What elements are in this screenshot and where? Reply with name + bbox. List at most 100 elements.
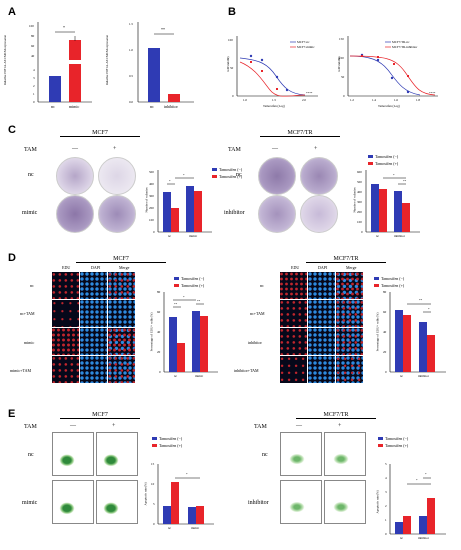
e-right-sig-2: * <box>425 472 427 476</box>
d-left-merge-1 <box>108 272 135 299</box>
e-right-ytick-4: 4 <box>385 476 387 480</box>
d-right-xtick-nc: nc <box>400 374 404 378</box>
c-left-ytick-400: 400 <box>149 182 154 186</box>
d-left-bar-mimic-plus <box>200 316 208 372</box>
a1-tick-0: 0 <box>33 100 35 104</box>
e-left-ytick-15: 15 <box>151 462 155 466</box>
b1-point <box>261 70 263 72</box>
c-right-dish-nc-plus <box>300 157 338 195</box>
a1-tick-4: 4 <box>33 68 35 72</box>
c-left-xtick-nc: nc <box>168 234 172 238</box>
e-right-xtick-inhibitor: inhibitor <box>418 536 429 540</box>
a1-bar-nc <box>49 76 61 102</box>
c-right-dish-nc-minus <box>258 157 296 195</box>
c-right-row-inhibitor: inhibitor <box>224 210 245 216</box>
e-right-row-nc: nc <box>262 452 268 458</box>
e-left-minus: — <box>70 423 76 429</box>
e-left-xtick-nc: nc <box>168 526 172 530</box>
c-left-legend-plus: Tamoxifen (+) <box>219 174 243 179</box>
d-left-sig-1: ** <box>174 302 178 306</box>
e-right-minus: — <box>296 423 302 429</box>
b1-legend-nc: MCF7-nc <box>297 40 310 44</box>
e-left-ytick-0: 0 <box>153 522 155 526</box>
b1-xtick-2: 1.5 <box>272 98 276 102</box>
a2-tick-0: 0.0 <box>129 100 133 104</box>
a2-xtick-inhibitor: inhibitor <box>164 104 178 109</box>
e-right-row-inhibitor: inhibitor <box>248 500 269 506</box>
e-right-flow-nc-minus <box>280 432 322 476</box>
d-right-dapi-1 <box>308 272 335 299</box>
a2-xtick-nc: nc <box>150 104 154 109</box>
d-right-row-nctam: nc+TAM <box>250 311 265 316</box>
d-right-merge-1 <box>336 272 363 299</box>
c-right-ytick-100: 100 <box>357 220 362 224</box>
b2-legend-inhibitor: MCF7/TR-inhibitor <box>392 45 418 49</box>
b1-ytick-100: 100 <box>228 38 233 42</box>
b1-ytick-0: 0 <box>232 94 234 98</box>
d-right-sig-2: * <box>428 307 430 311</box>
e-right-ytick-3: 3 <box>385 490 387 494</box>
c-left-sig-2: * <box>183 173 185 177</box>
e-left-tam: TAM <box>24 424 37 430</box>
d-left-col-merge: Merge <box>119 265 130 270</box>
panel-label-d: D <box>8 252 16 264</box>
c-right-minus: — <box>272 146 278 152</box>
d-left-ytick-20: 20 <box>157 350 161 354</box>
b2-xtick-3: 1.6 <box>394 98 398 102</box>
e-right-bar-nc-minus <box>395 522 403 534</box>
b2-point <box>390 76 394 80</box>
d-left-dapi-4 <box>80 356 107 383</box>
c-left-bar-mimic-minus <box>186 186 194 232</box>
d-right-ytick-60: 60 <box>383 310 387 314</box>
d-left-row-mimictam: mimic+TAM <box>10 368 32 373</box>
c-left-ytick-200: 200 <box>149 206 154 210</box>
b2-xtick-2: 1.4 <box>372 98 376 102</box>
b1-point <box>249 54 253 58</box>
e-right-xtick-nc: nc <box>400 536 404 540</box>
c-left-xtick-mimic: mimic <box>189 234 198 238</box>
e-left-flow-nc-plus <box>96 432 138 476</box>
b2-point <box>407 75 409 77</box>
c-right-ytick-0: 0 <box>361 230 363 234</box>
c-right-bar-inhibitor-minus <box>394 191 402 232</box>
d-left-merge-2 <box>108 300 135 327</box>
a2-bar-inhibitor <box>168 94 180 102</box>
d-left-merge-3 <box>108 328 135 355</box>
panel-label-c: C <box>8 124 16 136</box>
panel-label-b: B <box>228 6 236 18</box>
e-left-flow-nc-minus <box>52 432 94 476</box>
d-left-legend-minus: Tamoxifen (−) <box>181 276 205 281</box>
c-right-ytick-200: 200 <box>357 210 362 214</box>
e-right-ylabel: Apoptotic rate(%) <box>375 490 380 514</box>
e-left-sig-1: * <box>186 472 188 476</box>
a1-tick-100: 100 <box>29 24 34 28</box>
e-right-bar-inhibitor-plus <box>427 498 435 534</box>
a2-tick-15: 1.5 <box>129 22 133 26</box>
e-right-ytick-0: 0 <box>385 532 387 536</box>
d-left-dapi-3 <box>80 328 107 355</box>
a2-bar-nc <box>148 48 160 102</box>
c-right-legend-minus: Tamoxifen (−) <box>375 154 399 159</box>
a1-tick-60: 60 <box>31 44 35 48</box>
d-right-dapi-3 <box>308 328 335 355</box>
a1-sig: * <box>63 25 65 30</box>
c-left-sig-1: * <box>169 179 171 183</box>
c-right-row-nc: nc <box>236 172 242 178</box>
d-left-edu-1 <box>52 272 79 299</box>
d-left-edu-3 <box>52 328 79 355</box>
d-left-row-nc: nc <box>30 283 34 288</box>
d-left-bar-nc-minus <box>169 317 177 372</box>
b2-ytick-50: 50 <box>341 75 345 79</box>
d-right-edu-3 <box>280 328 307 355</box>
c-left-ytick-500: 500 <box>149 170 154 174</box>
d-right-row-inhibitortam: inhibitor+TAM <box>234 368 259 373</box>
c-left-legend-minus: Tamoxifen (−) <box>219 167 243 172</box>
d-right-col-dapi: DAPI <box>318 265 328 270</box>
e-left-flow-mimic-minus <box>52 480 94 524</box>
d-right-merge-4 <box>336 356 363 383</box>
d-left-ytick-0: 0 <box>159 370 161 374</box>
d-right-bar-nc-plus <box>403 315 411 372</box>
b2-legend-nc: MCF7/TR-nc <box>392 40 410 44</box>
